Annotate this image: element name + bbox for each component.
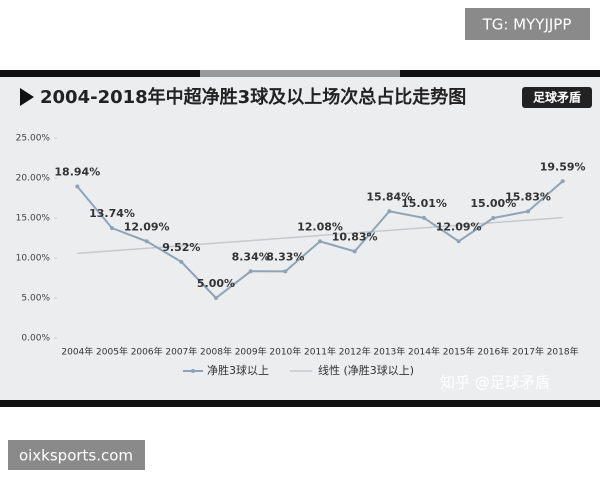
x-tick-label: 2016年 bbox=[477, 346, 509, 358]
x-tick-label: 2006年 bbox=[131, 346, 163, 358]
x-tick-label: 2007年 bbox=[165, 346, 197, 358]
point bbox=[387, 209, 392, 214]
x-tick-label: 2015年 bbox=[443, 346, 475, 358]
y-tick-label: 15.00% bbox=[16, 214, 51, 224]
point bbox=[144, 239, 149, 244]
x-tick-label: 2011年 bbox=[304, 346, 336, 358]
data-label: 18.94% bbox=[54, 165, 100, 178]
border bbox=[400, 70, 600, 77]
x-tick-label: 2008年 bbox=[200, 346, 232, 358]
x-tick-label: 2012年 bbox=[339, 346, 371, 358]
x-tick-label: 2018年 bbox=[547, 346, 579, 358]
data-label: 15.00% bbox=[470, 197, 516, 210]
x-tick-label: 2004年 bbox=[61, 346, 93, 358]
y-tick-label: 5.00% bbox=[21, 294, 50, 304]
tag-text: TG: MYYJJPP bbox=[482, 16, 572, 34]
point bbox=[491, 216, 496, 220]
chart-panel bbox=[0, 70, 600, 407]
watermark: 知乎 @足球矛盾 bbox=[440, 374, 550, 392]
point bbox=[352, 249, 357, 254]
data-label: 5.00% bbox=[197, 277, 235, 290]
data-label: 13.74% bbox=[89, 207, 135, 220]
x-tick-label: 2017年 bbox=[512, 346, 544, 358]
x-tick-label: 2013年 bbox=[373, 346, 405, 358]
tag-box bbox=[465, 8, 590, 40]
legend-label: 净胜3球以上 bbox=[207, 363, 269, 377]
logo-text: 足球矛盾 bbox=[533, 90, 581, 105]
border bbox=[0, 400, 600, 407]
data-label: 12.08% bbox=[297, 220, 343, 233]
point bbox=[179, 259, 184, 264]
chart-title: 2004-2018年中超净胜3球及以上场次总占比走势图 bbox=[40, 86, 466, 108]
x-tick-label: 2005年 bbox=[96, 346, 128, 358]
point bbox=[456, 239, 461, 244]
point bbox=[526, 209, 530, 214]
data-label: 8.34% bbox=[232, 250, 270, 263]
data-label: 15.01% bbox=[401, 197, 447, 210]
x-tick-label: 2009年 bbox=[235, 346, 267, 358]
data-label: 15.84% bbox=[366, 190, 412, 203]
point bbox=[422, 215, 426, 220]
data-label: 9.52% bbox=[162, 241, 200, 254]
point bbox=[110, 226, 114, 231]
point bbox=[214, 296, 218, 300]
title-arrow bbox=[20, 88, 34, 106]
point bbox=[283, 269, 288, 274]
y-tick-label: 20.00% bbox=[16, 174, 51, 184]
site-box bbox=[8, 440, 145, 470]
data-label: 10.83% bbox=[332, 230, 378, 243]
border bbox=[200, 70, 400, 77]
border bbox=[0, 70, 200, 77]
site-text: oixksports.com bbox=[19, 447, 133, 465]
point bbox=[75, 184, 80, 189]
legend-marker bbox=[191, 369, 195, 373]
y-tick-label: 10.00% bbox=[16, 254, 51, 264]
point bbox=[248, 269, 253, 274]
y-tick-label: 0.00% bbox=[21, 334, 50, 344]
logo-box bbox=[522, 87, 592, 108]
data-label: 12.09% bbox=[436, 220, 482, 233]
data-label: 19.59% bbox=[540, 160, 586, 173]
data-label: 12.09% bbox=[124, 220, 170, 233]
point bbox=[560, 179, 565, 184]
x-tick-label: 2010年 bbox=[269, 346, 301, 358]
legend-label: 线性 (净胜3球以上) bbox=[318, 363, 414, 377]
point bbox=[318, 239, 322, 244]
y-tick-label: 25.00% bbox=[16, 134, 51, 144]
data-label: 15.83% bbox=[505, 190, 551, 203]
x-tick-label: 2014年 bbox=[408, 346, 440, 358]
data-label: 8.33% bbox=[266, 250, 304, 263]
